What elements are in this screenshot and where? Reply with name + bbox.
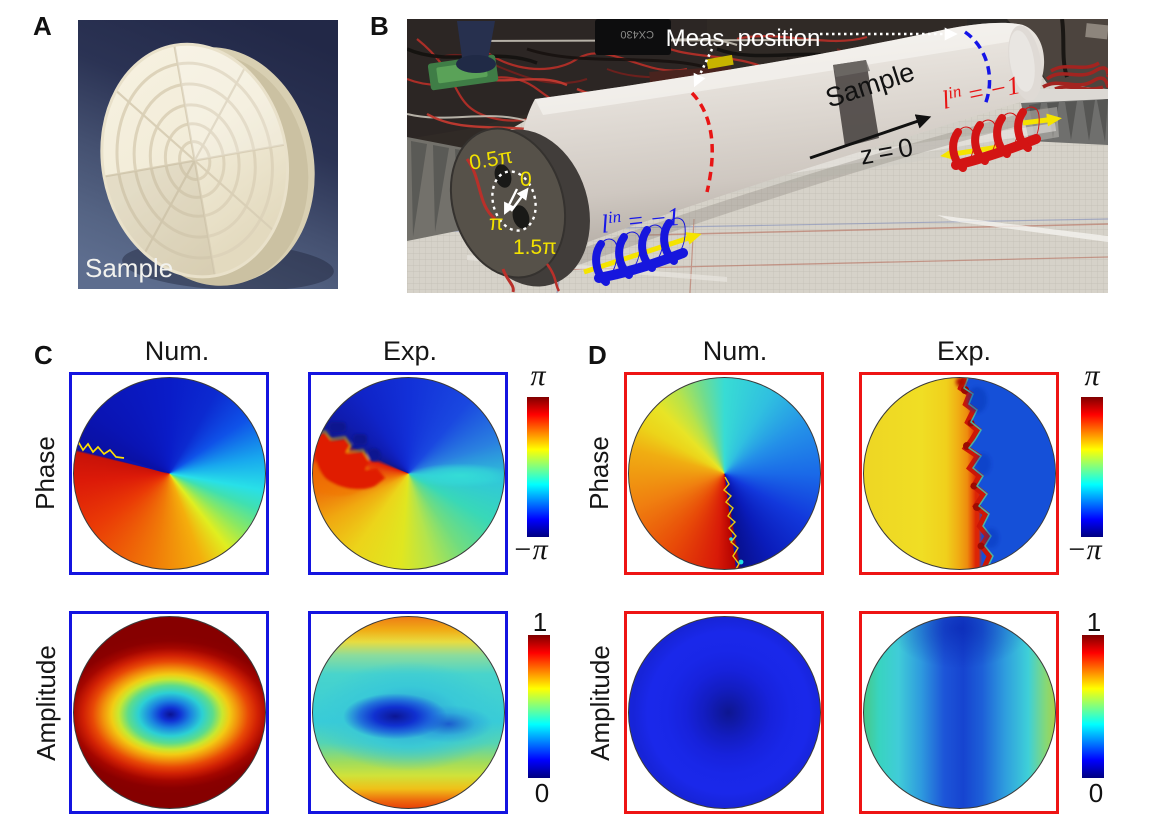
- svg-text:0: 0: [520, 168, 532, 191]
- svg-text:1.5π: 1.5π: [513, 236, 557, 259]
- svg-text:Sample: Sample: [85, 253, 173, 283]
- svg-text:CX430: CX430: [620, 28, 654, 40]
- svg-text:Meas. position: Meas. position: [666, 25, 821, 52]
- svg-text:π: π: [489, 212, 504, 235]
